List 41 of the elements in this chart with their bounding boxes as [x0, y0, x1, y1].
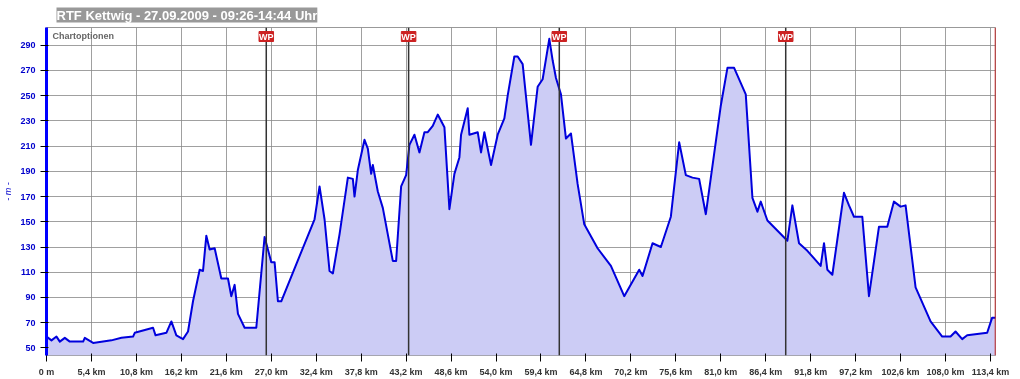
x-tick-label: 102,6 km — [881, 366, 920, 377]
y-tick-label: 90 — [25, 292, 36, 303]
y-tick-label: 170 — [20, 191, 36, 202]
x-tick-label: 21,6 km — [209, 366, 243, 377]
x-tick-label: 32,4 km — [299, 366, 333, 377]
y-tick-label: 190 — [20, 166, 36, 177]
y-tick-label: 270 — [20, 65, 36, 76]
x-tick-label: 59,4 km — [524, 366, 558, 377]
x-tick-label: 113,4 km — [971, 366, 1010, 377]
x-tick-label: 37,8 km — [344, 366, 378, 377]
y-tick-label: 290 — [20, 40, 36, 51]
ref-line-label: WP — [552, 31, 567, 42]
ref-line-label: WP — [778, 31, 793, 42]
x-tick-label: 91,8 km — [794, 366, 828, 377]
y-tick-label: 210 — [20, 141, 36, 152]
y-tick-label: 230 — [20, 115, 36, 126]
y-tick-label: 50 — [25, 342, 36, 353]
x-tick-label: 97,2 km — [839, 366, 873, 377]
x-tick-label: 0 m — [38, 366, 55, 377]
chart-title: RTF Kettwig - 27.09.2009 - 09:26-14:44 Uhr — [56, 7, 318, 23]
x-tick-label: 81,0 km — [704, 366, 738, 377]
x-tick-label: 70,2 km — [614, 366, 648, 377]
x-tick-label: 54,0 km — [479, 366, 513, 377]
ref-line-label: WP — [401, 31, 416, 42]
y-tick-label: 130 — [20, 242, 36, 253]
y-axis-title: - m - — [3, 182, 14, 201]
x-tick-label: 43,2 km — [389, 366, 423, 377]
x-tick-label: 86,4 km — [749, 366, 783, 377]
ref-line-label: WP — [259, 31, 274, 42]
y-tick-label: 110 — [20, 267, 36, 278]
x-tick-label: 108,0 km — [926, 366, 965, 377]
x-tick-label: 16,2 km — [164, 366, 198, 377]
x-tick-label: 5,4 km — [77, 366, 106, 377]
y-tick-label: 250 — [20, 90, 36, 101]
x-tick-label: 27,0 km — [254, 366, 288, 377]
y-tick-label: 70 — [25, 317, 36, 328]
x-tick-label: 10,8 km — [119, 366, 153, 377]
x-tick-label: 64,8 km — [569, 366, 603, 377]
y-tick-label: 150 — [20, 216, 36, 227]
x-tick-label: 48,6 km — [434, 366, 468, 377]
x-tick-label: 75,6 km — [659, 366, 693, 377]
